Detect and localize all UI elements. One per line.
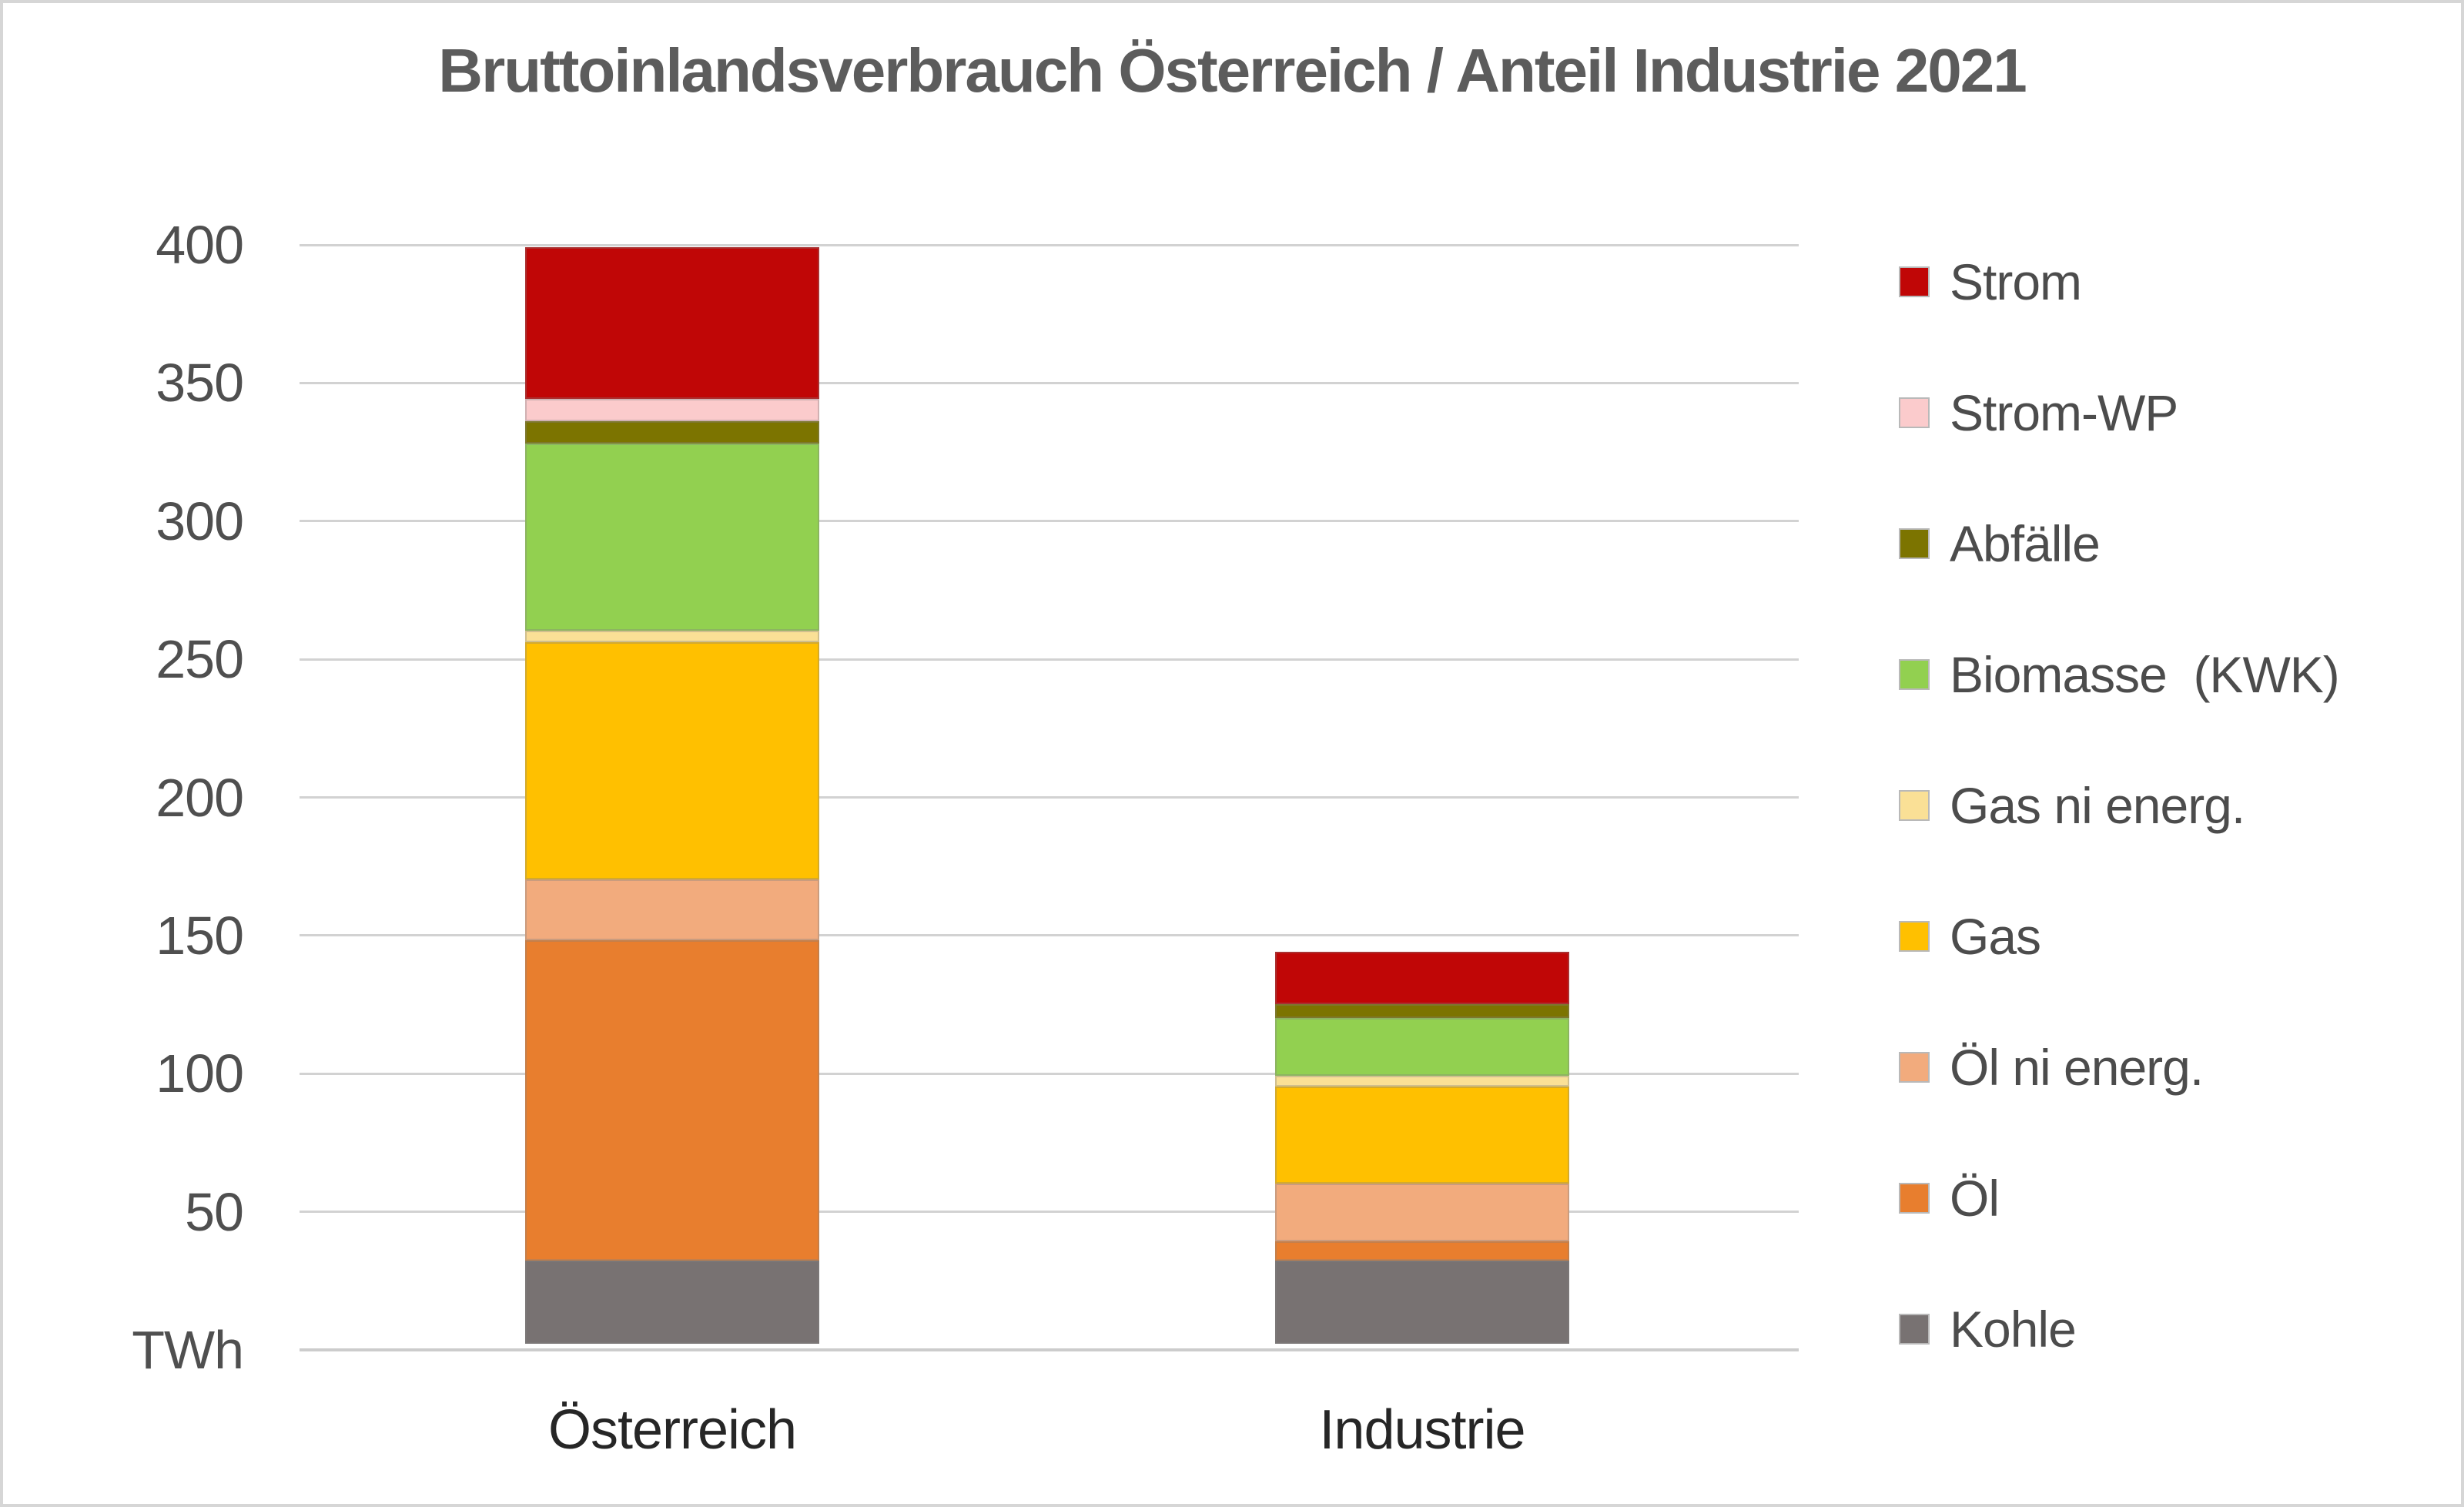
stacked-bar-industrie: [1275, 951, 1569, 1344]
legend-item-öl: Öl: [1899, 1166, 2000, 1231]
legend-item-öl-ni-energ-: Öl ni energ.: [1899, 1035, 2204, 1100]
legend-label: Strom: [1950, 253, 2082, 310]
y-tick-label-100: 100: [156, 1043, 244, 1104]
legend-swatch-icon: [1899, 1052, 1930, 1083]
x-label-österreich: Österreich: [547, 1399, 797, 1461]
legend-label: Öl: [1950, 1170, 2000, 1227]
gridline-400: [300, 243, 1799, 246]
bar-segment-industrie-abfälle: [1275, 1003, 1569, 1018]
bar-segment-österreich-abfälle: [525, 420, 819, 444]
bar-segment-österreich-biomasse-kwk-: [525, 443, 819, 631]
stacked-bar-österreich: [525, 246, 819, 1344]
legend-label: Kohle: [1950, 1301, 2077, 1358]
y-tick-label-150: 150: [156, 905, 244, 966]
bar-segment-österreich-öl-ni-energ-: [525, 879, 819, 941]
bar-segment-österreich-gas: [525, 641, 819, 880]
legend-swatch-icon: [1899, 790, 1930, 821]
legend-label: Gas ni energ.: [1950, 777, 2245, 834]
legend-label: Biomasse (KWK): [1950, 646, 2340, 703]
legend-item-gas: Gas: [1899, 904, 2041, 969]
bar-segment-österreich-öl: [525, 940, 819, 1261]
gridline-50: [300, 1211, 1799, 1214]
gridline-200: [300, 796, 1799, 799]
legend-swatch-icon: [1899, 266, 1930, 297]
bar-segment-österreich-gas-ni-energ-: [525, 631, 819, 642]
y-tick-label-350: 350: [156, 353, 244, 414]
x-label-industrie: Industrie: [1319, 1399, 1525, 1461]
y-tick-label-300: 300: [156, 491, 244, 551]
bar-segment-industrie-öl: [1275, 1241, 1569, 1261]
bar-segment-industrie-gas: [1275, 1087, 1569, 1184]
legend-swatch-icon: [1899, 1183, 1930, 1214]
bar-segment-österreich-kohle: [525, 1261, 819, 1344]
y-tick-label-250: 250: [156, 629, 244, 690]
bar-segment-österreich-strom: [525, 246, 819, 400]
y-axis-unit-label: TWh: [132, 1320, 244, 1380]
legend-swatch-icon: [1899, 921, 1930, 952]
legend: Strom Strom-WP Abfälle Biomasse (KWK) Gas ni…: [1899, 3, 2453, 1504]
legend-item-abfälle: Abfälle: [1899, 511, 2101, 576]
bar-segment-industrie-kohle: [1275, 1261, 1569, 1344]
bar-segment-industrie-biomasse-kwk-: [1275, 1017, 1569, 1077]
gridline-150: [300, 934, 1799, 937]
legend-label: Strom-WP: [1950, 384, 2178, 441]
legend-item-strom-wp: Strom-WP: [1899, 380, 2178, 445]
legend-item-strom: Strom: [1899, 249, 2082, 314]
y-tick-label-200: 200: [156, 767, 244, 828]
legend-swatch-icon: [1899, 1314, 1930, 1345]
legend-swatch-icon: [1899, 659, 1930, 690]
legend-label: Gas: [1950, 908, 2041, 965]
gridline-300: [300, 520, 1799, 523]
bar-segment-industrie-strom: [1275, 951, 1569, 1004]
gridline-250: [300, 658, 1799, 661]
legend-swatch-icon: [1899, 528, 1930, 559]
gridline-350: [300, 381, 1799, 384]
bar-segment-industrie-öl-ni-energ-: [1275, 1183, 1569, 1242]
y-tick-label-50: 50: [185, 1181, 244, 1242]
bar-segment-österreich-strom-wp: [525, 399, 819, 421]
legend-label: Öl ni energ.: [1950, 1039, 2204, 1096]
legend-label: Abfälle: [1950, 515, 2101, 572]
chart-title: Bruttoinlandsverbrauch Österreich / Ante…: [438, 36, 2027, 105]
y-tick-label-400: 400: [156, 215, 244, 275]
gridline-baseline: [300, 1348, 1799, 1351]
legend-item-gas-ni-energ-: Gas ni energ.: [1899, 773, 2245, 838]
bar-segment-industrie-gas-ni-energ-: [1275, 1076, 1569, 1087]
legend-item-biomasse-kwk-: Biomasse (KWK): [1899, 642, 2340, 707]
gridline-100: [300, 1072, 1799, 1075]
legend-item-kohle: Kohle: [1899, 1297, 2077, 1361]
legend-swatch-icon: [1899, 397, 1930, 428]
